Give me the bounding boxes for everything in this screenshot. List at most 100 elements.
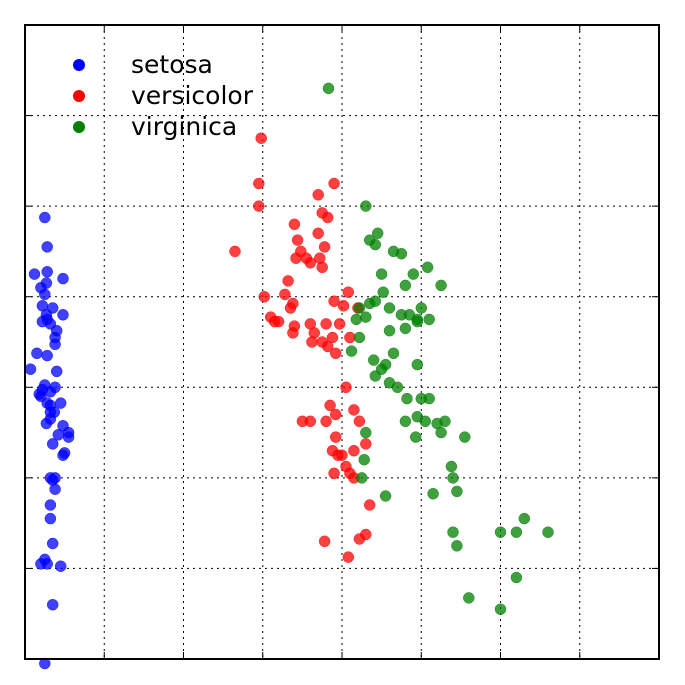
point-setosa [49, 381, 61, 394]
point-versicolor [328, 467, 340, 480]
point-virginica [387, 347, 400, 360]
point-versicolor [353, 533, 366, 545]
point-versicolor [326, 331, 339, 344]
point-versicolor [253, 177, 265, 190]
point-virginica [377, 286, 389, 298]
point-setosa [41, 266, 53, 278]
point-virginica [353, 331, 366, 344]
point-virginica [463, 592, 475, 604]
point-versicolor [348, 444, 360, 457]
point-virginica [421, 261, 434, 274]
point-versicolor [321, 340, 334, 353]
point-versicolor [279, 288, 291, 301]
legend-marker-versicolor [73, 90, 85, 102]
point-virginica [447, 526, 459, 538]
point-setosa [50, 365, 63, 378]
point-virginica [415, 302, 428, 314]
point-virginica [494, 603, 507, 615]
point-setosa [39, 288, 51, 301]
point-setosa [44, 499, 57, 511]
point-versicolor [363, 499, 376, 511]
point-virginica [411, 358, 424, 371]
point-versicolor [258, 290, 271, 303]
legend-label-versicolor: versicolor [131, 81, 254, 110]
point-versicolor [316, 261, 328, 274]
point-setosa [44, 512, 57, 525]
point-versicolor [320, 415, 332, 428]
point-virginica [369, 238, 382, 251]
point-virginica [375, 268, 388, 280]
point-setosa [24, 363, 37, 375]
point-versicolor [342, 286, 355, 298]
grid-lines [25, 25, 659, 659]
point-virginica [427, 487, 439, 500]
point-versicolor [340, 381, 352, 394]
point-setosa [46, 537, 59, 550]
legend-label-setosa: setosa [131, 50, 213, 79]
point-setosa [54, 560, 67, 572]
point-setosa [31, 347, 43, 360]
point-versicolor [304, 318, 317, 330]
point-virginica [447, 472, 459, 484]
legend: setosa versicolor virginica [73, 50, 254, 141]
point-virginica [399, 279, 412, 292]
point-versicolor [229, 245, 241, 258]
point-versicolor [291, 234, 304, 246]
point-versicolor [321, 211, 334, 224]
point-virginica [423, 392, 435, 405]
point-virginica [345, 345, 358, 357]
point-setosa [35, 558, 47, 570]
point-versicolor [318, 535, 331, 548]
point-virginica [401, 392, 413, 405]
point-versicolor [324, 399, 336, 412]
point-versicolor [348, 404, 360, 416]
point-versicolor [264, 311, 277, 323]
point-virginica [451, 540, 463, 552]
point-virginica [407, 268, 420, 280]
point-versicolor [290, 252, 302, 264]
point-versicolor [340, 460, 352, 473]
point-versicolor [342, 551, 355, 563]
point-virginica [411, 313, 424, 326]
point-versicolor [337, 300, 350, 312]
point-virginica [518, 512, 531, 525]
point-virginica [383, 324, 396, 337]
point-virginica [379, 358, 392, 371]
point-virginica [369, 370, 382, 382]
legend-marker-virginica [73, 121, 85, 133]
point-versicolor [288, 218, 301, 231]
point-setosa [36, 300, 49, 312]
point-versicolor [318, 241, 331, 253]
point-virginica [360, 200, 372, 212]
point-virginica [451, 485, 463, 498]
point-virginica [322, 82, 335, 95]
point-setosa [36, 315, 49, 328]
point-versicolor [306, 336, 318, 348]
point-virginica [411, 410, 424, 423]
point-virginica [439, 415, 451, 428]
point-versicolor [329, 408, 342, 421]
point-virginica [360, 426, 372, 439]
point-versicolor [328, 177, 340, 190]
point-virginica [353, 302, 366, 314]
point-setosa [39, 211, 51, 224]
point-virginica [356, 472, 368, 484]
point-virginica [383, 377, 396, 389]
point-versicolor [304, 415, 317, 428]
point-setosa [49, 483, 61, 495]
legend-marker-setosa [73, 59, 85, 71]
point-setosa [33, 388, 46, 400]
point-setosa [41, 241, 53, 253]
point-virginica [360, 311, 372, 323]
point-virginica [435, 426, 447, 439]
point-virginica [494, 526, 507, 538]
point-versicolor [255, 132, 267, 144]
point-virginica [399, 322, 412, 335]
point-versicolor [353, 415, 366, 428]
point-setosa [57, 272, 69, 285]
point-setosa [46, 438, 59, 450]
point-versicolor [288, 320, 301, 332]
plot-frame [24, 24, 660, 660]
point-setosa [46, 302, 59, 314]
